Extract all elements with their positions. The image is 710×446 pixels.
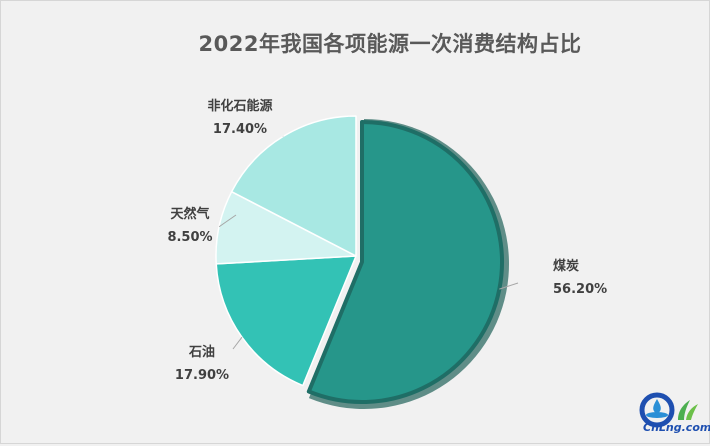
slice-label: 石油 <box>188 344 215 360</box>
leader-line <box>233 337 242 349</box>
logo-text: CnLng.com <box>643 421 710 434</box>
slice-value-label: 17.90% <box>175 368 229 383</box>
slice-value-label: 17.40% <box>213 122 267 137</box>
slice-label: 非化石能源 <box>207 98 272 114</box>
site-logo: CnLng.com <box>634 388 708 442</box>
slice-label: 煤炭 <box>553 258 579 274</box>
slice-value-label: 8.50% <box>167 230 212 245</box>
slice-label: 天然气 <box>170 206 209 222</box>
slice-value-label: 56.20% <box>553 282 607 297</box>
